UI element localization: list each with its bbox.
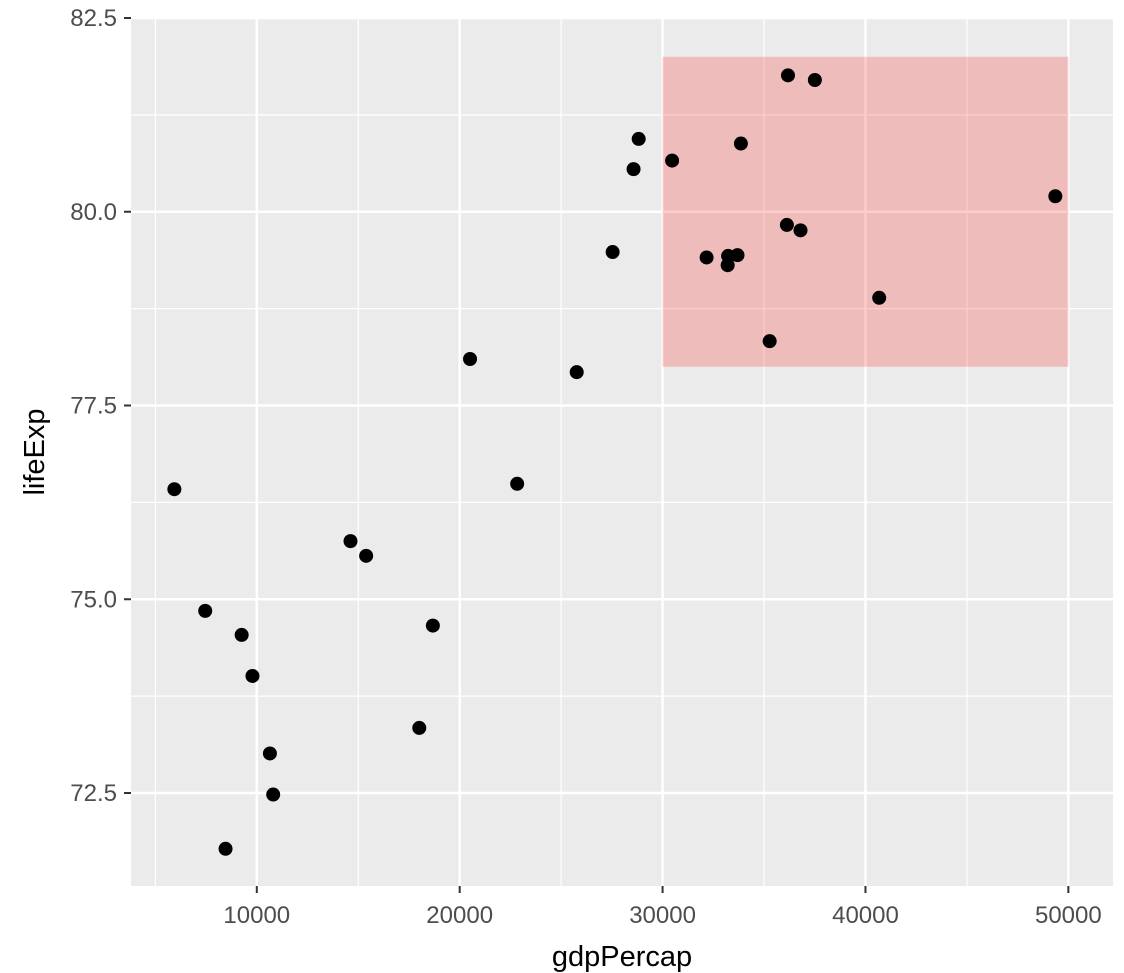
data-point [510, 476, 525, 491]
data-point [343, 534, 358, 549]
data-point [780, 68, 795, 83]
data-point [733, 136, 748, 151]
data-point [359, 548, 374, 563]
x-axis-title: gdpPercap [552, 941, 692, 973]
data-point [872, 290, 887, 305]
data-point [730, 248, 745, 263]
data-point [234, 627, 249, 642]
x-tick-label: 10000 [223, 902, 290, 929]
major-grid [131, 16, 1113, 886]
data-points [167, 68, 1063, 856]
data-point [762, 334, 777, 349]
data-point [266, 787, 281, 802]
data-point [425, 618, 440, 633]
data-point [1048, 189, 1063, 204]
y-tick-label: 75.0 [70, 586, 117, 613]
data-point [807, 73, 822, 87]
data-point [626, 162, 641, 177]
data-point [412, 720, 427, 735]
data-point [167, 482, 182, 497]
data-point [569, 365, 584, 380]
minor-grid [131, 18, 1113, 891]
y-tick-label: 72.5 [70, 780, 117, 807]
y-axis-title: lifeExp [19, 408, 51, 495]
data-point [631, 131, 646, 146]
data-point [605, 245, 620, 260]
data-point [218, 841, 233, 856]
x-tick-label: 50000 [1035, 902, 1102, 929]
data-point [262, 746, 277, 761]
x-axis-ticks: 10000 20000 30000 40000 50000 [223, 886, 1102, 929]
data-point [699, 250, 714, 265]
y-tick-label: 77.5 [70, 393, 117, 420]
data-point [245, 668, 260, 683]
x-tick-label: 20000 [426, 902, 493, 929]
highlight-region [662, 56, 1069, 367]
x-tick-label: 30000 [629, 902, 696, 929]
y-tick-label: 82.5 [70, 5, 117, 32]
data-point [463, 352, 478, 366]
y-axis-ticks: 72.5 75.0 77.5 80.0 82.5 [70, 5, 131, 807]
plot-panel [131, 18, 1113, 886]
data-point [198, 603, 213, 618]
data-point [665, 153, 680, 168]
data-point [793, 223, 808, 238]
y-tick-label: 80.0 [70, 199, 117, 226]
data-point [779, 217, 794, 232]
x-tick-label: 40000 [832, 902, 899, 929]
